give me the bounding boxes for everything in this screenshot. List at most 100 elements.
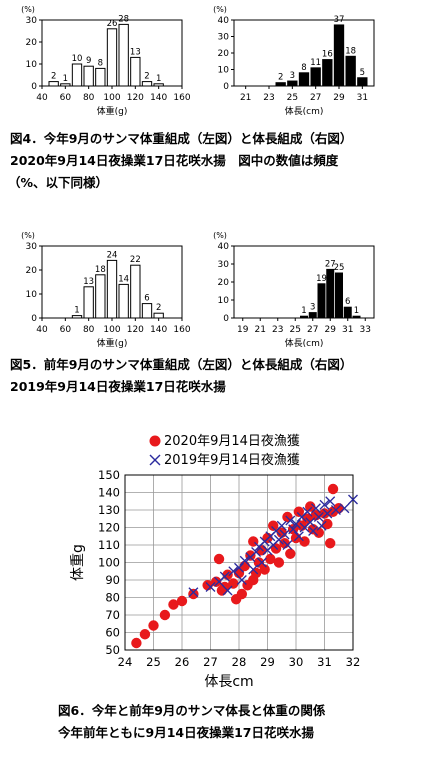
y-tick-label: 10	[218, 66, 230, 76]
scatter-point-2019-stroke	[239, 555, 250, 566]
scatter-point-2019	[276, 520, 287, 531]
scatter-point-2019-stroke	[330, 505, 341, 515]
scatter-point-2020	[236, 588, 248, 600]
scatter-point-2019	[319, 499, 330, 510]
y-tick-label: 100	[98, 556, 120, 570]
bar	[141, 81, 153, 87]
y-tick-label: 150	[98, 468, 120, 482]
scatter-point-2019	[236, 575, 247, 585]
scatter-point-2019	[251, 547, 262, 557]
bar-data-label: 8	[98, 58, 103, 68]
scatter-point-2019-stroke	[188, 587, 199, 598]
y-axis-label: 体重g	[70, 544, 86, 581]
scatter-point-2019	[302, 506, 313, 517]
scatter-point-2019-stroke	[308, 526, 319, 536]
bar-data-label: 1	[156, 74, 161, 84]
scatter-point-2019	[219, 571, 230, 582]
figure5-caption-line1: 図5．前年9月のサンマ体重組成（左図）と体長組成（右図）	[10, 357, 353, 372]
bar	[60, 83, 71, 87]
bar	[153, 312, 164, 319]
scatter-point-2019-stroke	[256, 557, 267, 568]
y-tick-label: 60	[105, 626, 120, 640]
y-tick-label: 50	[105, 643, 120, 657]
bar-data-label: 16	[322, 50, 333, 60]
scatter-point-2019	[256, 557, 267, 568]
bar-data-label: 2	[278, 73, 283, 83]
scatter-point-2020	[222, 569, 233, 580]
y-tick-label: 70	[105, 608, 120, 622]
bar	[95, 274, 106, 319]
scatter-point-2019-stroke	[282, 540, 293, 550]
x-tick-label: 24	[118, 655, 133, 669]
scatter-point-2019-stroke	[236, 575, 247, 585]
scatter-point-2019	[322, 508, 333, 519]
bar	[118, 283, 129, 319]
bar-data-label: 25	[334, 263, 345, 273]
x-tick-label: 160	[173, 325, 190, 335]
x-tick-label: 28	[232, 655, 247, 669]
scatter-point-2019-stroke	[248, 564, 259, 575]
bar	[275, 82, 286, 87]
y-tick-label: 20	[218, 49, 230, 59]
x-tick-label: 23	[263, 93, 274, 103]
bar-data-label: 1	[301, 306, 306, 316]
bar-data-label: 26	[107, 19, 118, 29]
bar-data-label: 28	[118, 14, 129, 24]
plot-frame	[124, 474, 354, 651]
x-tick-label: 80	[83, 93, 95, 103]
scatter-point-2020	[319, 508, 330, 519]
scatter-point-2019	[222, 585, 233, 596]
scatter-point-2019-stroke	[313, 512, 324, 522]
bar	[106, 28, 118, 87]
bar-data-label: 2	[156, 303, 161, 313]
y-tick-label: 0	[31, 314, 37, 324]
scatter-point-2019	[305, 517, 316, 528]
x-tick-label: 21	[240, 93, 251, 103]
scatter-point-2020	[168, 599, 179, 610]
bar	[308, 312, 317, 319]
bar-data-label: 2	[51, 72, 56, 82]
bar	[357, 77, 368, 87]
bar	[317, 283, 326, 319]
x-tick-label: 27	[307, 325, 318, 335]
scatter-point-2020	[148, 620, 159, 631]
y-tick-label: 30	[26, 242, 38, 252]
x-tick-label: 29	[333, 93, 345, 103]
scatter-point-2020	[265, 553, 276, 565]
x-tick-label: 32	[346, 655, 361, 669]
bar	[326, 268, 335, 319]
x-axis-label: 体重(g)	[97, 105, 128, 117]
scatter-point-2019	[316, 520, 327, 531]
bar	[141, 303, 153, 319]
scatter-point-2019	[285, 515, 296, 526]
bar-data-label: 13	[130, 47, 141, 57]
figure5-caption-line2: 2019年9月14日夜操業17日花咲水揚	[10, 379, 226, 394]
bar	[130, 56, 141, 87]
scatter-point-2019-stroke	[325, 496, 336, 507]
x-tick-label: 60	[60, 325, 72, 335]
x-axis-label: 体長cm	[204, 674, 253, 690]
bar	[118, 23, 129, 87]
scatter-point-2019	[291, 519, 301, 529]
x-tick-label: 40	[36, 93, 48, 103]
scatter-point-2019-stroke	[279, 529, 290, 540]
x-tick-label: 25	[290, 325, 301, 335]
y-tick-label: 30	[218, 33, 230, 43]
x-tick-label: 31	[317, 655, 332, 669]
scatter-point-2020	[139, 629, 151, 640]
length-weight-scatter: 2020年9月14日夜漁獲 2019年9月14日夜漁獲 50 60 70 80 90 100 1…	[70, 434, 361, 690]
figure6-caption-line1: 図6．今年と前年9月のサンマ体長と体重の関係	[58, 703, 326, 718]
bar-data-label: 22	[130, 255, 141, 265]
legend-marker-2019-b	[149, 454, 161, 466]
y-tick-label: 130	[98, 503, 120, 517]
y-tick-label: 90	[105, 573, 120, 587]
scatter-point-2020	[268, 520, 279, 531]
y-tick-label: 120	[98, 521, 120, 535]
figure4-caption-line3: （%、以下同様）	[8, 175, 109, 190]
scatter-point-2019	[293, 531, 304, 542]
scatter-point-2019-stroke	[293, 531, 304, 542]
scatter-point-2019-stroke	[305, 517, 316, 528]
scatter-point-2019-stroke	[276, 520, 287, 531]
